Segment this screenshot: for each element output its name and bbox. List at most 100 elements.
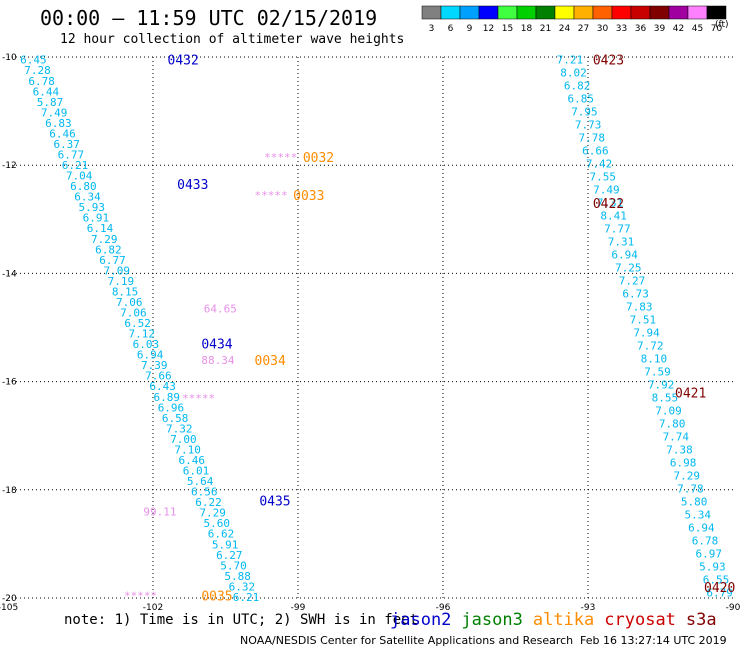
track1-swh-value: 8.15 — [112, 285, 139, 298]
track1-swh-value: 6.94 — [137, 349, 164, 362]
colorbar-tick-label: 21 — [540, 24, 551, 34]
track1-swh-value: 7.04 — [66, 170, 93, 183]
track2-swh-value: 7.95 — [571, 106, 598, 119]
track2-swh-value: 5.80 — [681, 496, 708, 509]
track2-swh-value: 7.80 — [659, 418, 686, 431]
x-tick-label: -105 — [0, 603, 18, 613]
track2-swh-value: 7.77 — [604, 223, 631, 236]
track2-swh-value: 6.66 — [582, 145, 609, 158]
colorbar-unit: (ft) — [715, 20, 729, 30]
footnote: note: 1) Time is in UTC; 2) SWH is in fe… — [64, 612, 419, 628]
x-tick-label: -90 — [726, 603, 740, 613]
track1-swh-value: 6.21 — [62, 159, 89, 172]
track2-swh-value: 7.72 — [637, 340, 664, 353]
colorbar-swatch — [668, 5, 689, 20]
track1-swh-value: 6.22 — [195, 496, 222, 509]
track1-swh-value: 6.96 — [158, 401, 185, 414]
track1-swh-value: 6.58 — [162, 412, 189, 425]
pass-time-label: 0432 — [168, 54, 199, 69]
track1-swh-value: 6.77 — [99, 254, 126, 267]
legend-cryosat: cryosat — [604, 610, 676, 630]
credit-text: NOAA/NESDIS Center for Satellite Applica… — [240, 634, 574, 647]
track2-swh-value: 6.79 — [706, 587, 733, 600]
pass-time-label: 0421 — [675, 386, 706, 401]
altika-swh-value: ***** — [255, 189, 288, 202]
track2-swh-value: 8.41 — [600, 210, 627, 223]
track1-swh-value: 6.32 — [229, 580, 256, 593]
colorbar-swatch — [440, 5, 461, 20]
track1-swh-value: 7.06 — [116, 296, 142, 309]
track2-swh-value: 7.78 — [677, 483, 704, 496]
track2-swh-value: 7.27 — [619, 275, 646, 288]
pass-time-label: 0033 — [293, 189, 324, 204]
colorbar-tick-label: 15 — [502, 24, 513, 34]
x-tick-label: -96 — [436, 603, 451, 613]
track1-swh-value: 5.64 — [187, 475, 214, 488]
track1-swh-value: 6.44 — [33, 85, 60, 98]
track1-swh-value: 7.10 — [174, 443, 201, 456]
track2-swh-value: 6.94 — [611, 249, 638, 262]
track1-swh-value: 6.43 — [149, 380, 176, 393]
colorbar-tick-label: 45 — [692, 24, 703, 34]
colorbar-swatch — [649, 5, 670, 20]
track1-swh-value: 7.28 — [24, 64, 50, 77]
colorbar-swatch — [497, 5, 518, 20]
pass-time-label: 0423 — [593, 54, 624, 69]
colorbar-tick-label: 30 — [597, 24, 609, 34]
track1-swh-value: 6.80 — [70, 180, 97, 193]
colorbar-swatch — [516, 5, 537, 20]
track1-swh-value: 6.52 — [124, 317, 151, 330]
pass-time-label: 0034 — [255, 354, 286, 369]
track1-swh-value: 7.49 — [41, 106, 68, 119]
colorbar-swatch — [706, 5, 727, 20]
track2-swh-value: 6.55 — [703, 574, 730, 587]
track1-swh-value: 5.87 — [37, 96, 64, 109]
track2-swh-value: 6.98 — [670, 457, 697, 470]
colorbar-swatch — [592, 5, 613, 20]
track2-swh-value: 7.92 — [648, 379, 675, 392]
pass-time-label: 0422 — [593, 197, 624, 212]
colorbar-swatch — [554, 5, 575, 20]
colorbar-tick-label: 70 — [711, 24, 723, 34]
x-tick-label: -102 — [143, 603, 163, 613]
track1-swh-value: 7.06 — [120, 307, 147, 320]
track2-swh-value: 7.31 — [608, 236, 635, 249]
chart-title: 00:00 – 11:59 UTC 02/15/2019 — [40, 6, 378, 30]
y-tick-label: -14 — [2, 269, 17, 279]
altika-swh-value: ***** — [182, 392, 215, 405]
track2-swh-value: 8.02 — [560, 67, 587, 80]
track1-swh-value: 6.56 — [191, 486, 218, 499]
colorbar-tick-label: 27 — [578, 24, 589, 34]
track1-swh-value: 7.39 — [141, 359, 168, 372]
track1-swh-value: 6.46 — [49, 127, 75, 140]
legend-jason3: jason3 — [461, 610, 523, 630]
track2-swh-value: 7.94 — [633, 327, 660, 340]
satellite-legend: jason2 jason3 altika cryosat s3a — [390, 610, 727, 630]
track1-swh-value: 5.88 — [224, 570, 251, 583]
colorbar-tick-label: 33 — [616, 24, 627, 34]
track1-swh-value: 6.45 — [20, 54, 47, 67]
pass-time-label: 0035 — [201, 589, 232, 604]
track2-swh-value: 7.55 — [589, 171, 616, 184]
pass-time-label: 0420 — [704, 581, 735, 596]
track2-swh-value: 7.25 — [615, 262, 642, 275]
colorbar-tick-label: 9 — [467, 24, 473, 34]
colorbar-tick-label: 42 — [673, 24, 684, 34]
track2-swh-value: 7.59 — [644, 366, 671, 379]
colorbar-swatch — [535, 5, 556, 20]
track1-swh-value: 6.34 — [74, 191, 101, 204]
colorbar-tick-label: 39 — [654, 24, 666, 34]
track2-swh-value: 6.82 — [564, 80, 591, 93]
colorbar-swatch — [687, 5, 708, 20]
track2-swh-value: 7.78 — [579, 132, 606, 145]
track1-swh-value: 6.62 — [208, 528, 235, 541]
colorbar-tick-label: 24 — [559, 24, 571, 34]
track1-swh-value: 6.77 — [58, 149, 85, 162]
track1-swh-value: 7.66 — [145, 370, 172, 383]
track1-swh-value: 5.93 — [78, 201, 105, 214]
x-tick-label: -93 — [581, 603, 596, 613]
altika-swh-value: 99.11 — [143, 505, 176, 518]
track1-swh-value: 7.09 — [103, 264, 130, 277]
track2-swh-value: 7.49 — [593, 184, 620, 197]
colorbar-swatch — [478, 5, 499, 20]
